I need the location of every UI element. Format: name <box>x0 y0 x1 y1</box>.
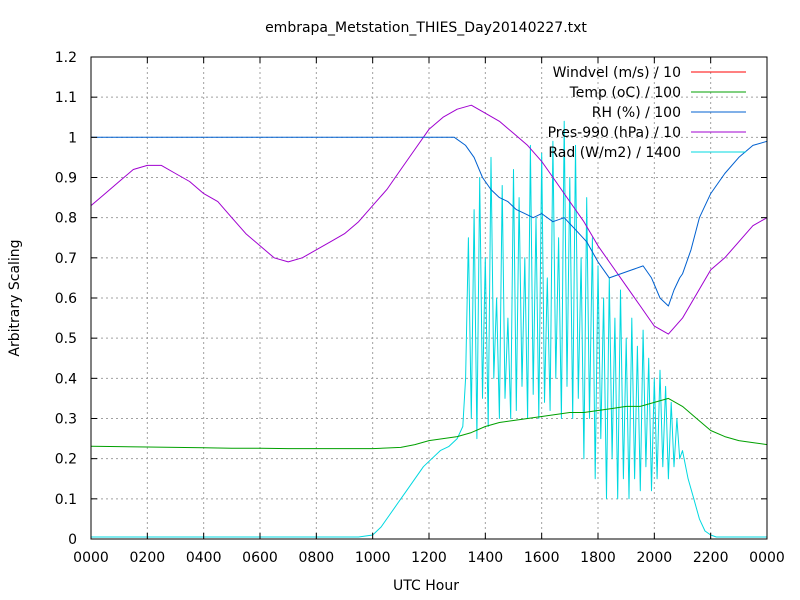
x-tick-label: 0400 <box>186 550 222 566</box>
legend-label-windvel: Windvel (m/s) / 10 <box>553 65 681 81</box>
x-tick-label: 0600 <box>242 550 278 566</box>
y-tick-label: 0.2 <box>55 452 77 468</box>
axis-ticks: 0 0.1 0.2 0.3 0.4 0.5 0.6 0.7 0.8 0.9 1 1.1 1.2 0000 0… <box>55 50 785 566</box>
series-line-temp <box>90 397 768 450</box>
y-tick-label: 0 <box>68 532 77 548</box>
y-tick-label: 0.5 <box>55 331 77 347</box>
y-tick-label: 0.3 <box>55 412 77 428</box>
x-tick-label: 2000 <box>637 550 673 566</box>
legend-label-rad: Rad (W/m2) / 1400 <box>548 145 681 161</box>
x-tick-label: 1400 <box>468 550 504 566</box>
x-tick-label: 0000 <box>749 550 785 566</box>
series-line-pres990 <box>90 104 768 335</box>
series-line-rh <box>91 136 768 307</box>
legend-label-rh: RH (%) / 100 <box>592 105 681 121</box>
y-tick-label: 1 <box>68 130 77 146</box>
y-axis-label: Arbitrary Scaling <box>7 239 23 356</box>
chart-title: embrapa_Metstation_THIES_Day20140227.txt <box>265 20 587 36</box>
y-tick-label: 1.1 <box>55 90 77 106</box>
x-tick-label: 1600 <box>524 550 560 566</box>
y-tick-label: 0.4 <box>55 371 77 387</box>
y-tick-label: 1.2 <box>55 50 77 66</box>
y-tick-label: 0.8 <box>55 211 77 227</box>
x-tick-label: 0800 <box>299 550 335 566</box>
x-tick-label: 1800 <box>580 550 616 566</box>
legend-label-pres990: Pres-990 (hPa) / 10 <box>548 125 681 141</box>
y-tick-label: 0.7 <box>55 251 77 267</box>
x-tick-label: 1000 <box>355 550 391 566</box>
y-tick-label: 0.9 <box>55 171 77 187</box>
legend: Windvel (m/s) / 10 Temp (oC) / 100 RH (%) … <box>548 65 746 161</box>
x-axis-label: UTC Hour <box>393 578 459 594</box>
series-lines <box>90 104 768 538</box>
y-tick-label: 0.6 <box>55 291 77 307</box>
legend-label-temp: Temp (oC) / 100 <box>569 85 681 101</box>
x-tick-label: 1200 <box>411 550 447 566</box>
x-tick-label: 0200 <box>130 550 166 566</box>
y-tick-label: 0.1 <box>55 492 77 508</box>
x-tick-label: 0000 <box>73 550 109 566</box>
series-line-rad <box>91 120 767 538</box>
x-tick-label: 2200 <box>693 550 729 566</box>
